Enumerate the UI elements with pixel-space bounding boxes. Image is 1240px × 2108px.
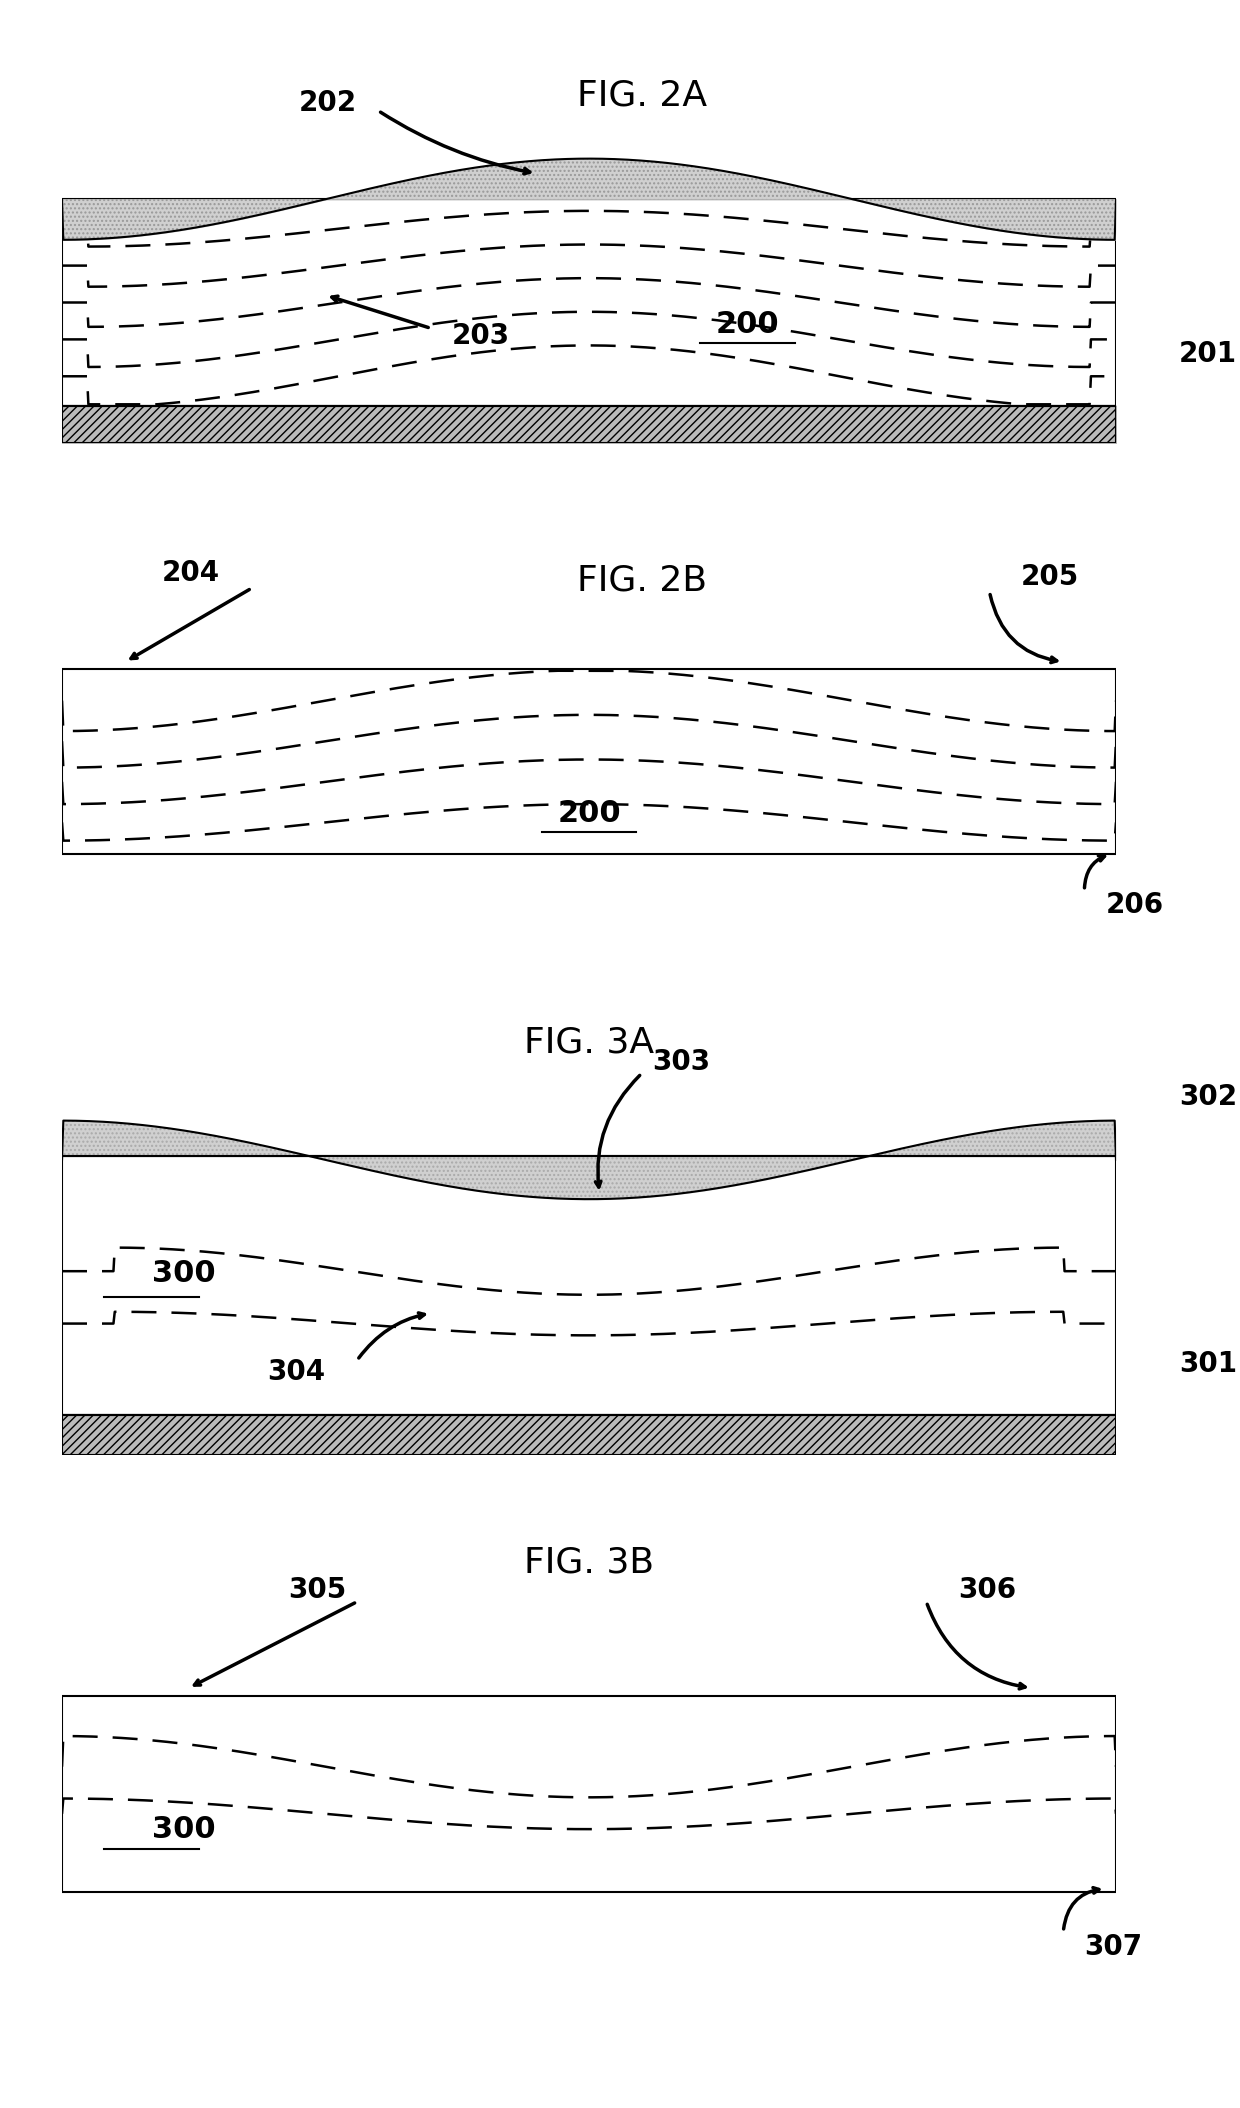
Text: 300: 300 (151, 1815, 216, 1844)
Text: 301: 301 (1179, 1349, 1238, 1379)
Text: 202: 202 (299, 89, 357, 118)
Text: 302: 302 (1179, 1084, 1238, 1111)
Text: 304: 304 (268, 1358, 325, 1387)
Text: 305: 305 (289, 1577, 347, 1604)
Text: 200: 200 (557, 799, 621, 828)
Text: 204: 204 (162, 559, 221, 588)
Bar (62, 1155, 1116, 1414)
Polygon shape (62, 158, 1116, 240)
Text: 201: 201 (1179, 339, 1238, 369)
Text: FIG. 3A: FIG. 3A (525, 1024, 653, 1058)
Text: 200: 200 (715, 310, 779, 339)
Text: 203: 203 (451, 323, 510, 350)
Text: FIG. 2A: FIG. 2A (577, 78, 707, 114)
Text: 206: 206 (1106, 892, 1163, 919)
Text: 205: 205 (1022, 563, 1079, 590)
Text: 306: 306 (959, 1577, 1016, 1604)
Polygon shape (62, 1121, 1116, 1199)
Text: 303: 303 (652, 1048, 711, 1075)
Bar (62, 1697, 1116, 1893)
Text: 300: 300 (151, 1258, 216, 1288)
Bar (62, 405, 1116, 443)
Text: FIG. 2B: FIG. 2B (577, 563, 707, 599)
Text: 307: 307 (1084, 1933, 1142, 1960)
Bar (62, 670, 1116, 854)
Text: FIG. 3B: FIG. 3B (525, 1545, 653, 1579)
Bar (62, 198, 1116, 405)
Bar (62, 1414, 1116, 1455)
